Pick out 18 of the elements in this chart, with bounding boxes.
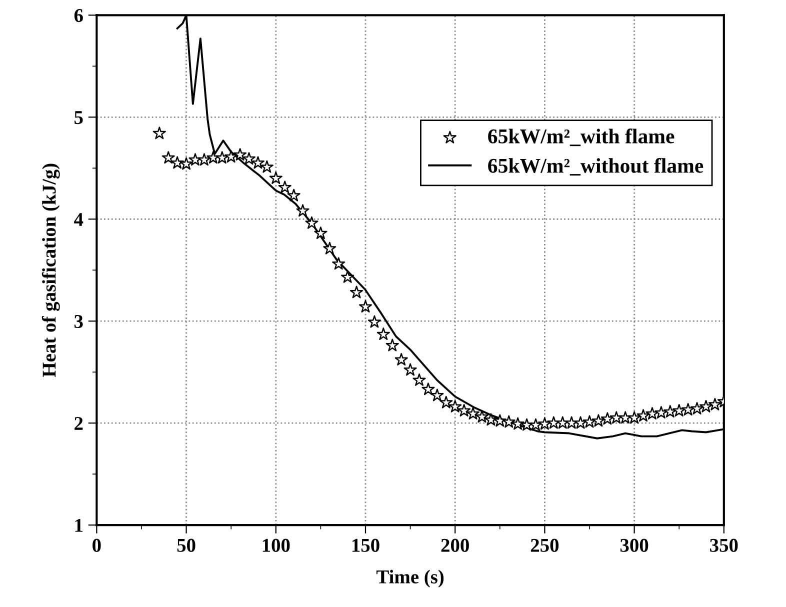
- x-tick-label: 0: [92, 538, 101, 552]
- x-tick-label: 100: [262, 538, 290, 552]
- legend-label: 65kW/m²_without flame: [488, 158, 704, 176]
- y-axis-title: Heat of gasification (kJ/g): [42, 164, 60, 377]
- y-tick-label: 6: [74, 9, 83, 22]
- legend-label: 65kW/m²_with flame: [488, 128, 674, 146]
- x-tick-label: 300: [620, 538, 648, 552]
- x-tick-label: 350: [710, 538, 738, 552]
- x-tick-label: 150: [352, 538, 380, 552]
- x-axis-title: Time (s): [376, 570, 444, 588]
- x-tick-label: 50: [177, 538, 196, 552]
- y-tick-label: 1: [75, 518, 82, 532]
- x-tick-label: 250: [530, 538, 559, 552]
- y-tick-label: 3: [74, 314, 83, 328]
- y-tick-label: 2: [74, 416, 83, 430]
- y-tick-label: 4: [74, 213, 84, 226]
- y-tick-label: 5: [74, 111, 83, 124]
- x-tick-label: 200: [441, 538, 469, 552]
